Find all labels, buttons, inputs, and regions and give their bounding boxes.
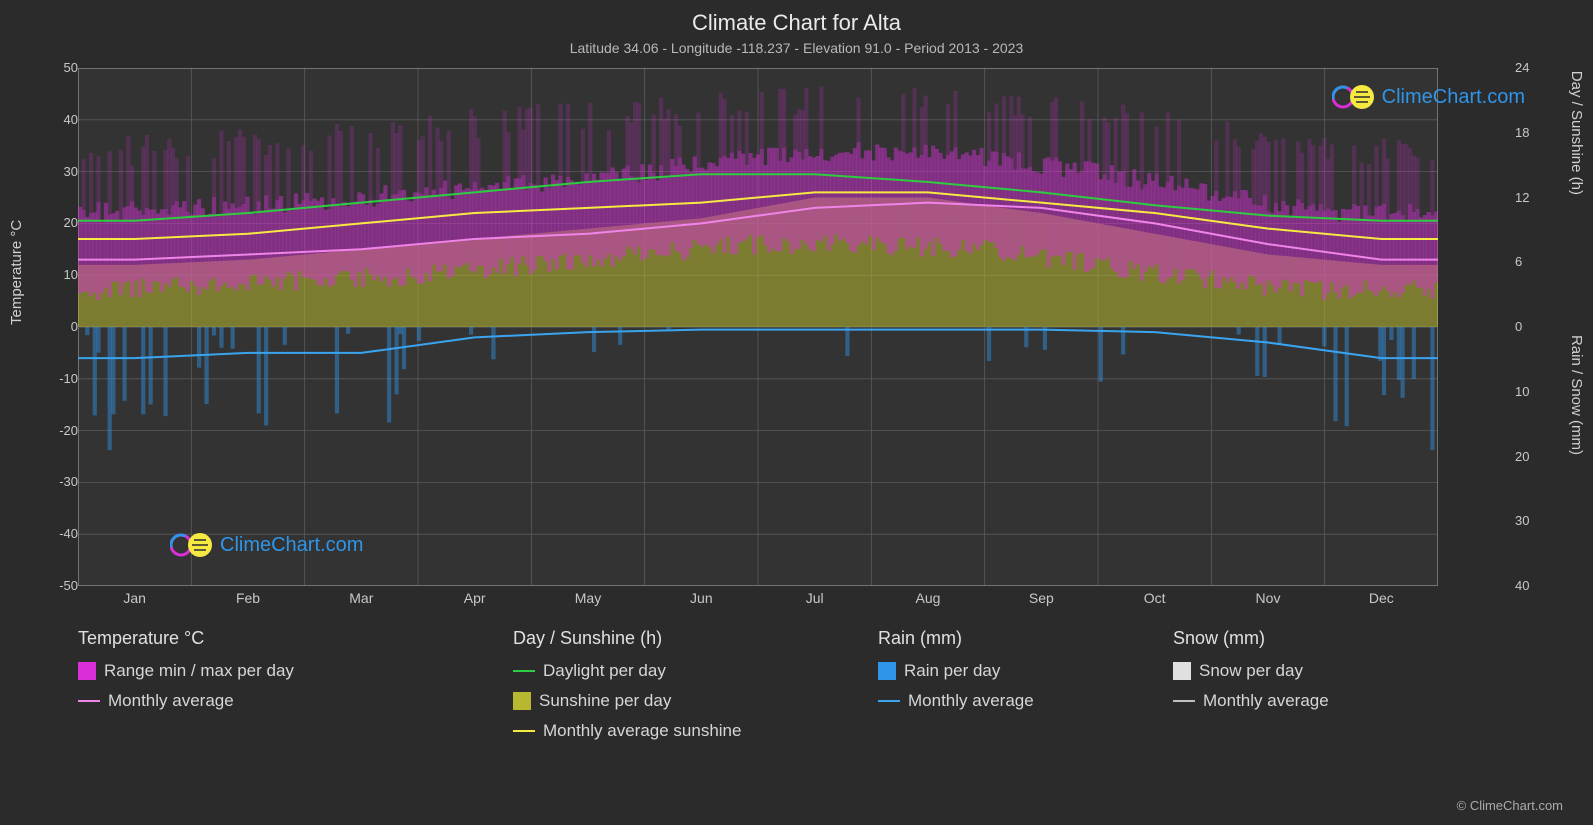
- x-month-tick: Mar: [349, 590, 373, 606]
- x-month-tick: Sep: [1029, 590, 1054, 606]
- y-axis-left-label: Temperature °C: [8, 220, 25, 325]
- y-right-tick: 0: [1515, 319, 1551, 334]
- legend: Temperature °C Range min / max per day Mon…: [78, 628, 1438, 741]
- x-month-tick: Aug: [916, 590, 941, 606]
- y-left-tick: 40: [42, 112, 78, 127]
- y-left-tick: -40: [42, 526, 78, 541]
- legend-label: Snow per day: [1199, 661, 1303, 681]
- watermark-text: ClimeChart.com: [220, 534, 363, 557]
- x-month-tick: May: [575, 590, 601, 606]
- y-left-tick: 0: [42, 319, 78, 334]
- legend-swatch: [1173, 662, 1191, 680]
- legend-group: Rain (mm) Rain per day Monthly average: [878, 628, 1173, 741]
- legend-label: Rain per day: [904, 661, 1000, 681]
- legend-group: Temperature °C Range min / max per day Mon…: [78, 628, 513, 741]
- legend-label: Monthly average sunshine: [543, 721, 741, 741]
- y-right-tick: 12: [1515, 190, 1551, 205]
- legend-group: Day / Sunshine (h) Daylight per day Sunshi…: [513, 628, 878, 741]
- watermark-text: ClimeChart.com: [1382, 86, 1525, 109]
- legend-item: Rain per day: [878, 661, 1173, 681]
- x-month-tick: Jul: [806, 590, 824, 606]
- legend-label: Monthly average: [908, 691, 1034, 711]
- legend-item: Monthly average: [1173, 691, 1438, 711]
- legend-swatch: [1173, 700, 1195, 702]
- x-axis-months: Jan Feb Mar Apr May Jun Jul Aug Sep Oct Nov Dec: [78, 590, 1438, 614]
- legend-item: Monthly average sunshine: [513, 721, 878, 741]
- legend-item: Daylight per day: [513, 661, 878, 681]
- chart-title: Climate Chart for Alta: [0, 10, 1593, 36]
- legend-group: Snow (mm) Snow per day Monthly average: [1173, 628, 1438, 741]
- legend-group-title: Snow (mm): [1173, 628, 1438, 649]
- logo-icon: [170, 530, 214, 560]
- legend-item: Range min / max per day: [78, 661, 513, 681]
- legend-group-title: Day / Sunshine (h): [513, 628, 878, 649]
- legend-swatch: [513, 692, 531, 710]
- logo-icon: [1332, 82, 1376, 112]
- legend-label: Range min / max per day: [104, 661, 294, 681]
- y-left-tick: -50: [42, 578, 78, 593]
- x-month-tick: Dec: [1369, 590, 1394, 606]
- title-block: Climate Chart for Alta Latitude 34.06 - …: [0, 0, 1593, 56]
- y-left-tick: -30: [42, 474, 78, 489]
- y-right-tick: 20: [1515, 449, 1551, 464]
- y-left-tick: 30: [42, 164, 78, 179]
- y-axis-right-bottom-label: Rain / Snow (mm): [1568, 335, 1585, 455]
- y-right-tick: 24: [1515, 60, 1551, 75]
- y-left-tick: -20: [42, 423, 78, 438]
- y-right-tick: 40: [1515, 578, 1551, 593]
- y-left-tick: 10: [42, 267, 78, 282]
- y-left-tick: 20: [42, 215, 78, 230]
- legend-item: Sunshine per day: [513, 691, 878, 711]
- y-axis-right-ticks: 2418126010203040: [1515, 68, 1553, 586]
- legend-swatch: [78, 662, 96, 680]
- legend-swatch: [878, 700, 900, 702]
- x-month-tick: Jun: [690, 590, 713, 606]
- legend-swatch: [513, 730, 535, 732]
- x-month-tick: Apr: [464, 590, 486, 606]
- x-month-tick: Feb: [236, 590, 260, 606]
- legend-item: Monthly average: [78, 691, 513, 711]
- y-right-tick: 18: [1515, 125, 1551, 140]
- y-axis-left-ticks: 50403020100-10-20-30-40-50: [40, 68, 78, 586]
- x-month-tick: Jan: [123, 590, 146, 606]
- watermark-logo-bottom: ClimeChart.com: [170, 530, 363, 560]
- x-month-tick: Nov: [1256, 590, 1281, 606]
- watermark-logo-top: ClimeChart.com: [1332, 82, 1525, 112]
- y-axis-right-top-label: Day / Sunshine (h): [1568, 71, 1585, 195]
- legend-item: Monthly average: [878, 691, 1173, 711]
- legend-group-title: Temperature °C: [78, 628, 513, 649]
- y-right-tick: 6: [1515, 254, 1551, 269]
- y-left-tick: -10: [42, 371, 78, 386]
- x-month-tick: Oct: [1144, 590, 1166, 606]
- y-left-tick: 50: [42, 60, 78, 75]
- legend-label: Monthly average: [1203, 691, 1329, 711]
- legend-group-title: Rain (mm): [878, 628, 1173, 649]
- chart-subtitle: Latitude 34.06 - Longitude -118.237 - El…: [0, 40, 1593, 56]
- legend-label: Sunshine per day: [539, 691, 671, 711]
- legend-label: Monthly average: [108, 691, 234, 711]
- legend-swatch: [78, 700, 100, 702]
- legend-label: Daylight per day: [543, 661, 666, 681]
- legend-item: Snow per day: [1173, 661, 1438, 681]
- y-right-tick: 10: [1515, 384, 1551, 399]
- copyright-text: © ClimeChart.com: [1457, 798, 1563, 813]
- y-right-tick: 30: [1515, 513, 1551, 528]
- legend-swatch: [878, 662, 896, 680]
- legend-swatch: [513, 670, 535, 672]
- climate-chart: [78, 68, 1438, 586]
